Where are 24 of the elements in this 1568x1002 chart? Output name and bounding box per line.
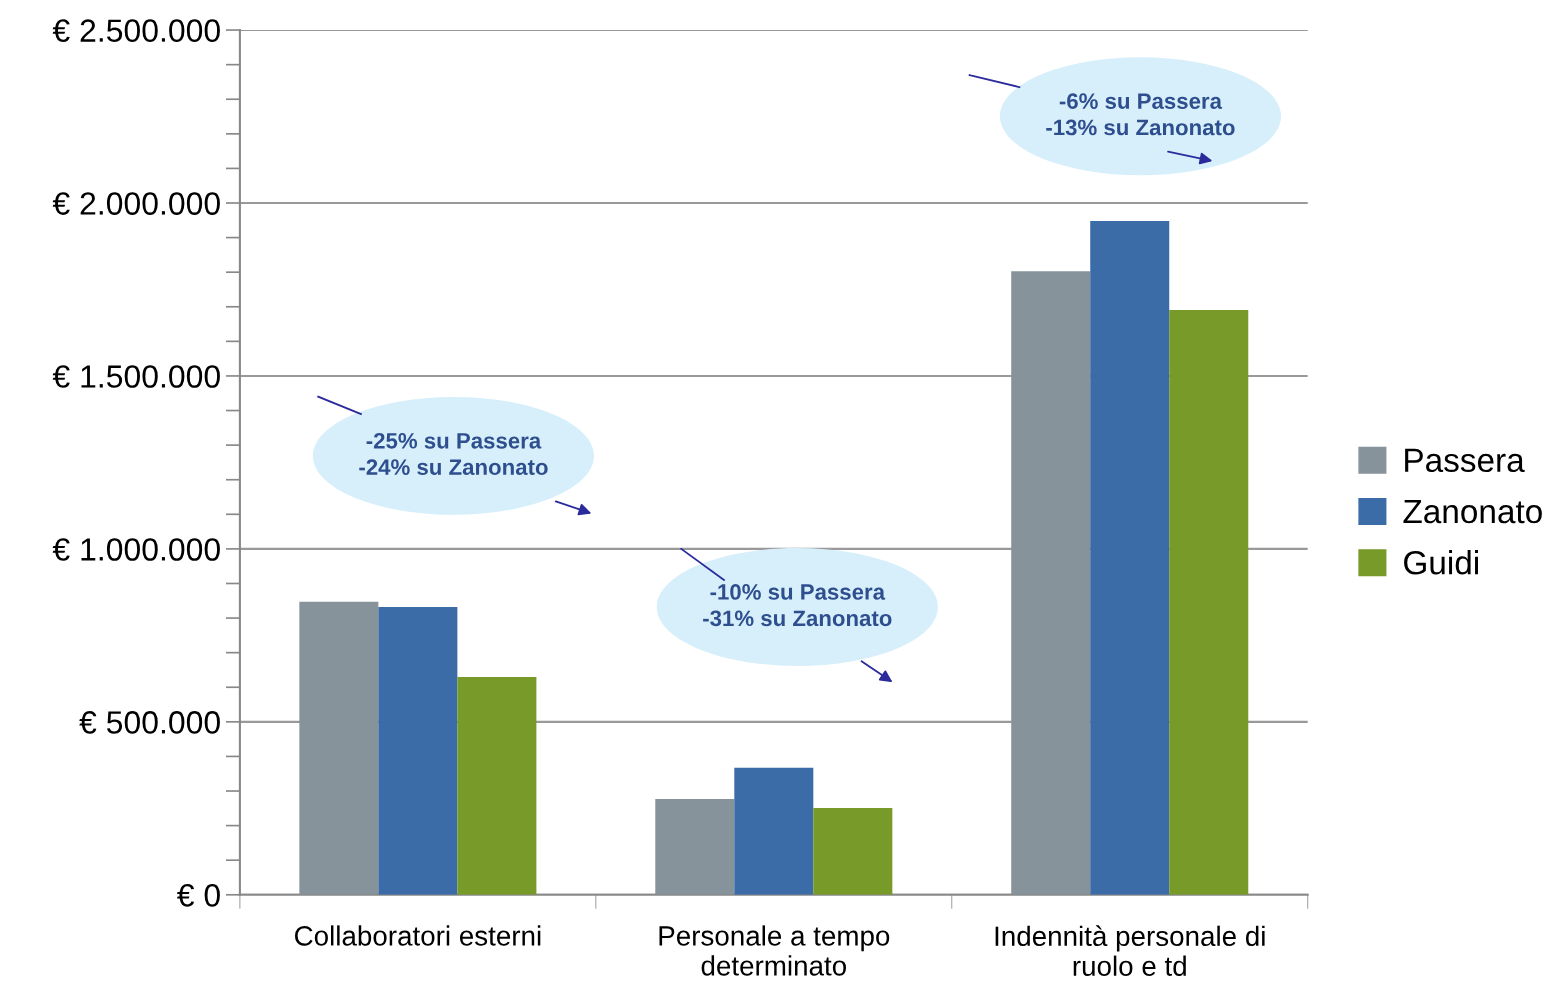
y-tick-label: € 2.500.000 — [52, 19, 220, 42]
bar — [734, 767, 814, 895]
annotation: -25% su Passera -24% su Zanonato — [359, 432, 548, 475]
bar — [1169, 309, 1249, 895]
bar — [1090, 220, 1170, 895]
legend-label: Zanonato — [1403, 500, 1542, 524]
x-tick-label: Indennità personale di ruolo e td — [995, 925, 1265, 976]
bar — [378, 607, 458, 895]
bar — [655, 798, 735, 895]
bar — [813, 807, 893, 895]
y-tick-label: € 2.000.000 — [52, 192, 220, 215]
y-tick-label: € 1.500.000 — [52, 365, 220, 388]
y-tick-label: € 1.000.000 — [52, 538, 220, 561]
y-tick-label: € 0 — [177, 884, 220, 907]
annotation: -10% su Passera -31% su Zanonato — [703, 584, 892, 627]
x-tick-label: Collaboratori esterni — [295, 925, 541, 946]
annotation: -6% su Passera -13% su Zanonato — [1046, 93, 1235, 136]
x-tick-label: Personale a tempo determinato — [659, 925, 890, 976]
bar — [299, 601, 379, 895]
y-tick-label: € 500.000 — [79, 711, 220, 734]
bar — [457, 676, 537, 895]
bar — [1011, 271, 1091, 895]
legend-label: Passera — [1405, 448, 1525, 473]
legend-label: Guidi — [1404, 550, 1478, 575]
